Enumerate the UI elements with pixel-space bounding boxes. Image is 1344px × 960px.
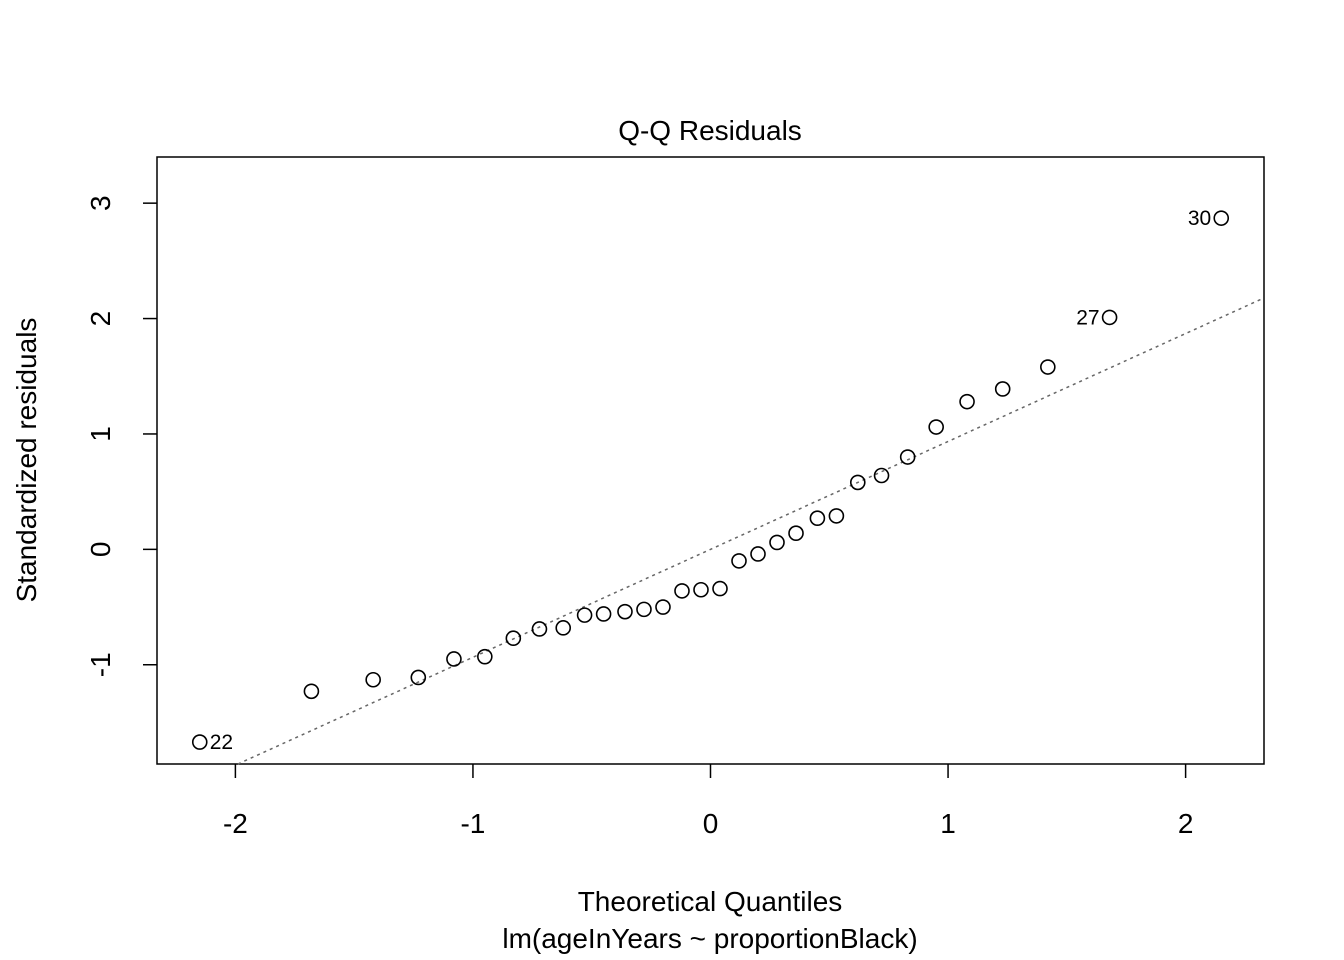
qq-point <box>576 607 593 623</box>
point-label: 30 <box>1188 207 1211 230</box>
qq-point <box>674 583 690 599</box>
qq-point <box>828 508 845 524</box>
y-tick-label: -1 <box>85 652 116 677</box>
reference-line <box>237 297 1265 765</box>
y-tick-label: 0 <box>85 542 116 558</box>
qq-point <box>1040 359 1056 375</box>
qq-point <box>410 669 427 686</box>
qq-point <box>994 381 1011 397</box>
y-tick-label: 2 <box>85 311 116 327</box>
qq-point <box>712 580 728 597</box>
qq-point <box>788 525 804 542</box>
qq-point <box>446 651 462 667</box>
qq-point <box>555 620 572 636</box>
x-tick-label: 0 <box>703 808 719 839</box>
x-tick-label: 2 <box>1178 808 1194 839</box>
qq-point <box>959 393 975 410</box>
qq-point <box>191 734 208 750</box>
qq-point <box>849 474 866 491</box>
qq-point <box>899 449 916 465</box>
qq-point <box>693 581 709 598</box>
point-labels: 22 27 30 <box>210 207 1211 754</box>
qq-point <box>809 510 826 526</box>
qq-point <box>365 671 381 688</box>
qq-point <box>477 648 493 665</box>
point-label: 27 <box>1076 306 1099 329</box>
x-axis-subtitle: lm(ageInYears ~ proportionBlack) <box>502 923 917 954</box>
qq-point <box>928 419 944 435</box>
qq-point <box>636 601 652 618</box>
y-tick-label: 3 <box>85 195 116 211</box>
chart-title: Q-Q Residuals <box>618 115 802 146</box>
x-tick-label: -2 <box>223 808 248 839</box>
qq-point <box>595 606 612 622</box>
point-label: 22 <box>210 731 233 754</box>
x-axis-title: Theoretical Quantiles <box>578 886 843 917</box>
qq-point <box>769 534 785 551</box>
qq-point <box>531 621 548 637</box>
x-axis: -2 -1 0 1 2 <box>223 764 1193 839</box>
x-tick-label: -1 <box>460 808 485 839</box>
data-points <box>191 210 1230 750</box>
x-tick-label: 1 <box>940 808 956 839</box>
y-tick-label: 1 <box>85 426 116 442</box>
qq-point <box>505 630 522 647</box>
qq-point <box>303 683 320 700</box>
qq-point <box>655 599 671 615</box>
plot-frame <box>156 156 1265 765</box>
qq-point <box>750 546 766 562</box>
qq-point <box>731 553 747 569</box>
y-axis-title: Standardized residuals <box>11 318 42 603</box>
qq-point <box>1101 309 1118 326</box>
y-axis: -1 0 1 2 3 <box>85 195 157 677</box>
qq-point <box>617 603 633 620</box>
qq-point <box>873 467 890 484</box>
qq-point <box>1213 210 1230 226</box>
